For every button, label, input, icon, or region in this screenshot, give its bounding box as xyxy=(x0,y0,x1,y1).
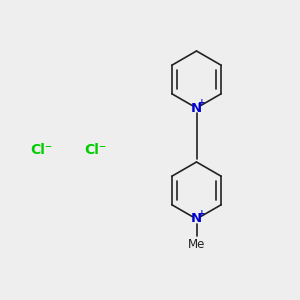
Text: Me: Me xyxy=(188,238,205,251)
Text: Cl⁻: Cl⁻ xyxy=(30,143,52,157)
Text: Cl⁻: Cl⁻ xyxy=(84,143,106,157)
Text: +: + xyxy=(198,98,206,107)
Text: +: + xyxy=(198,209,206,218)
Text: N: N xyxy=(191,101,202,115)
Text: N: N xyxy=(191,212,202,226)
